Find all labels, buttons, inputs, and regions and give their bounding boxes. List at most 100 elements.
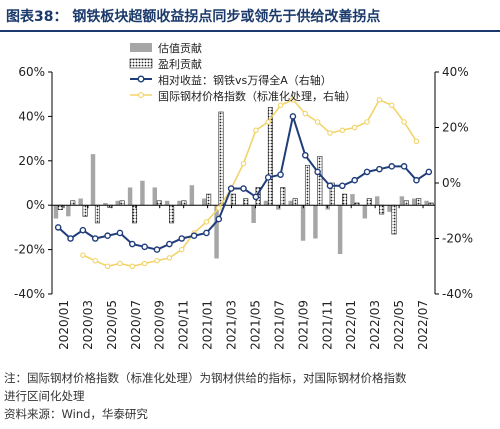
legend-marker-price-index [138,92,144,98]
relative-return-line-point [54,224,62,231]
x-tick-label: 2020/03 [81,300,95,350]
right-tick-label: 0% [442,176,461,190]
relative-return-line-point [314,168,321,176]
valuation-bar [300,205,306,241]
valuation-bar [288,200,293,206]
price-index-line-point [290,96,296,103]
price-index-line-point [216,205,222,211]
price-index-line-point [104,263,111,270]
price-index-line-point [339,127,346,134]
footnote-line-2: 进行区间化处理 [4,389,85,403]
valuation-bar [53,205,59,219]
x-tick-label: 2020/01 [57,300,71,350]
price-index-line-point [376,96,383,103]
relative-return-line-point [227,185,235,192]
relative-return-line-point [252,193,260,201]
profit-bar [181,200,187,206]
left-tick-label: -40% [14,287,45,301]
legend-swatch-profit [129,58,153,69]
profit-bar [218,111,224,206]
price-index-line-point [401,119,407,125]
profit-bar [342,193,348,206]
x-tick-label: 2022/07 [416,300,430,350]
valuation-bar [201,198,207,206]
profit-bar [156,200,162,206]
relative-return-line-point [141,243,148,251]
relative-return-line-point [116,229,124,237]
price-index-line-point [277,102,284,109]
profit-bar [403,200,409,206]
relative-return-line-point [376,165,383,173]
price-index-line-point [203,219,210,225]
relative-return-line-point [215,215,223,223]
price-index-line-point [141,260,148,267]
valuation-bar [412,198,417,206]
profit-bar [230,193,236,206]
valuation-bar [115,200,120,206]
relative-return-line-point [190,232,198,240]
footnote-line-1: 注：国际钢材价格指数（标准化处理）为钢材供给的指标，对国际钢材价格指数 [4,371,407,385]
x-tick-label: 2022/01 [344,300,358,350]
x-tick-label: 2021/07 [272,300,286,350]
price-index-line-point [240,160,247,167]
legend-label-valuation: 估值贡献 [158,41,202,55]
relative-return-line-point [339,182,346,190]
x-tick-label: 2022/03 [368,300,382,350]
profit-bar [416,198,422,206]
source-note: 资料来源：Wind，华泰研究 [4,407,148,421]
relative-return-line-point [413,176,420,184]
profit-bar [304,164,311,206]
x-tick-label: 2021/09 [296,300,310,350]
price-index-line-point [129,263,136,270]
left-tick-label: 0% [26,198,45,212]
relative-return-line-point [178,235,186,242]
right-tick-label: -40% [442,287,473,301]
profit-bar [206,193,212,206]
x-tick-label: 2021/05 [248,300,262,350]
relative-return-line-point [67,235,74,242]
profit-bar [243,198,249,206]
x-tick-label: 2022/05 [392,300,406,350]
valuation-bar [387,205,392,212]
profit-bar [379,204,385,215]
legend-marker-relative [137,75,145,83]
relative-return-line-point [91,235,99,242]
x-tick-label: 2021/03 [225,300,239,350]
valuation-bar [177,200,182,206]
x-tick-label: 2020/09 [153,300,167,350]
x-tick-label: 2020/07 [129,300,143,350]
profit-bar [280,187,286,206]
valuation-bar [313,205,318,239]
relative-return-line-point [129,240,136,248]
valuation-bar [337,205,343,255]
valuation-bar [251,205,256,223]
right-tick-label: 20% [442,121,469,135]
profit-bar [70,200,76,206]
profit-bar [391,204,397,235]
profit-bar [169,204,175,224]
relative-return-line-point [425,168,433,176]
valuation-bar [350,194,355,206]
price-index-line-point [327,130,333,136]
relative-return-line-point [203,229,210,237]
legend-label-relative: 相对收益：钢铁vs万得全A（右轴） [158,73,332,87]
chart: -40% -20% 0% 20% 40% 60% -40% -20% 0% 20% 40% 2020/… [14,41,473,350]
valuation-bar [140,180,145,206]
right-tick-label: 40% [442,65,469,79]
relative-return-line-point [388,163,396,170]
price-index-line-point [389,102,395,109]
valuation-bar [263,200,269,206]
profit-bar [292,198,298,206]
valuation-bar [374,196,380,206]
price-index-line-point [265,119,271,125]
left-tick-label: 20% [18,154,45,168]
relative-return-line-point [289,113,297,120]
valuation-bar [152,187,158,206]
chart-title: 图表38： 钢铁板块超额收益拐点同步或领先于供给改善拐点 [6,9,381,25]
left-tick-label: 60% [18,65,45,79]
profit-bar [82,204,88,217]
profit-bar [119,200,125,206]
price-index-line-point [364,119,370,125]
valuation-bar [362,205,368,219]
price-index-line-point [178,246,185,253]
